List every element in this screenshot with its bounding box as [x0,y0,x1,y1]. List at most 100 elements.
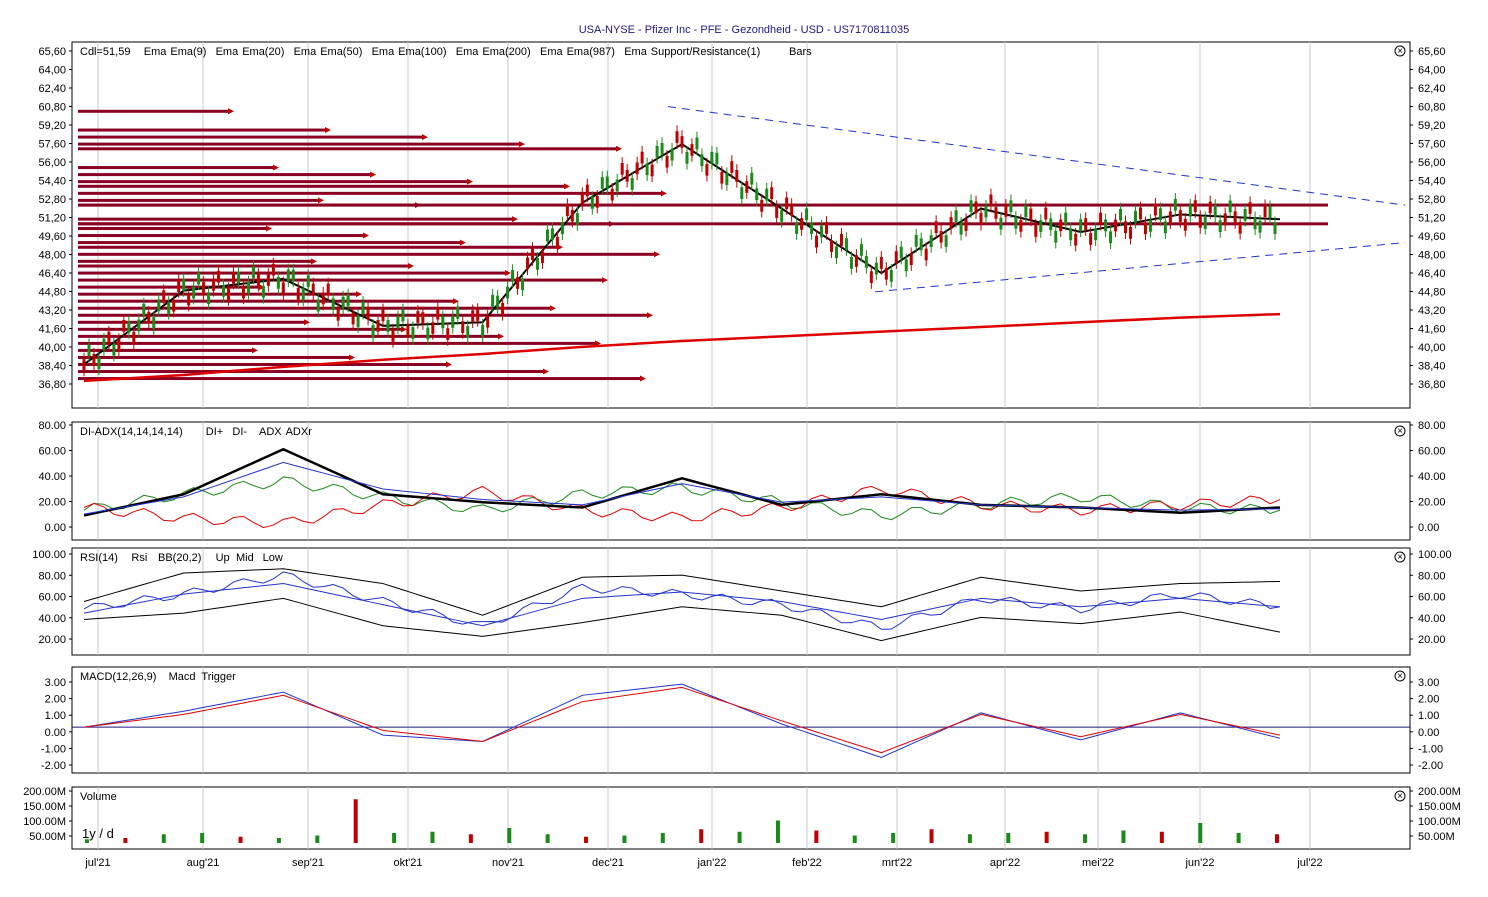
candle-body [177,280,181,293]
x-axis-label: apr'22 [990,857,1020,869]
candle-body [924,248,928,261]
candle-body [700,154,704,167]
candle-body [1069,228,1073,241]
candle-body [984,205,988,218]
close-icon[interactable] [1394,790,1406,802]
candle-body [1253,217,1257,230]
candle-body [261,285,265,298]
candle-body [281,282,285,295]
candle-body [511,270,515,282]
sr-bar [78,285,259,289]
candle-body [122,320,126,332]
y-tick-right: 200.00M [1418,786,1461,798]
candle-body [849,256,853,269]
candle-body [755,188,759,201]
candle-body [426,327,430,340]
y-tick-left: -1.00 [41,743,66,755]
candle-body [690,144,694,156]
candle-body [645,163,649,176]
y-tick-left: 54,40 [38,176,66,188]
candle-body [1258,220,1262,233]
candle-body [765,188,769,201]
candle-body [979,212,983,225]
candle-body [595,195,599,208]
candle-body [884,267,888,280]
legend-price-item: Ema [372,46,396,58]
candle-body [451,316,455,328]
candle-body [590,197,594,209]
sr-bar [78,184,564,188]
close-icon[interactable] [1394,425,1406,437]
sr-bar [78,245,557,249]
candle-body [1074,233,1078,246]
x-axis-label: jul'22 [1296,857,1322,869]
legend-rsi-item: Mid [236,552,254,564]
chart-title: USA-NYSE - Pfizer Inc - PFE - Gezondheid… [578,24,910,36]
candle-body [391,330,395,342]
candle-body [441,316,445,329]
candle-body [286,269,290,282]
close-icon[interactable] [1394,670,1406,682]
volume-bar [852,835,857,843]
series-trigger-line [83,686,1281,754]
candle-body [1153,203,1157,216]
y-tick-right: 40.00 [1418,613,1446,625]
candle-body [516,277,520,289]
candle-body [670,148,674,161]
candle-body [1168,211,1172,224]
sr-arrow [654,251,660,258]
candle-body [994,207,998,219]
candle-body [461,321,465,333]
candle-body [1243,209,1247,221]
y-tick-left: 49,60 [38,231,66,243]
volume-bar [622,835,627,843]
candle-body [1084,218,1088,230]
close-icon[interactable] [1394,551,1406,563]
candle-body [1238,221,1242,234]
x-axis-label: aug'21 [187,857,220,869]
series-di+-line [83,476,1281,521]
close-icon-glyph: × [1397,46,1403,57]
y-tick-right: 64,00 [1418,65,1446,77]
sr-bar [78,362,446,366]
y-tick-left: 80.00 [38,420,66,432]
candle-body [939,230,943,243]
volume-bar [200,833,205,843]
legend-adx-item: ADXr [286,426,313,438]
sr-arrow [467,178,473,185]
candle-body [1029,208,1033,221]
candle-body [311,283,315,296]
y-tick-left: 60.00 [38,446,66,458]
y-tick-right: 49,60 [1418,231,1446,243]
candle-body [496,295,500,308]
candle-body [401,309,405,322]
legend-price-item: Ema(9) [170,46,206,58]
candle-body [1109,231,1113,244]
volume-bar [468,834,473,843]
candle-body [501,302,505,315]
x-axis-label: mei'22 [1082,857,1114,869]
candle-body [1089,233,1093,245]
legend-price-item: Cdl=51,59 [80,46,130,58]
volume-bar [507,828,512,843]
y-tick-left: 100.00 [32,549,66,561]
candle-body [251,266,255,279]
legend-rsi-item: Rsi [131,552,147,564]
candle-body [276,277,280,289]
candle-body [869,271,873,284]
y-tick-right: 40,00 [1418,342,1446,354]
y-tick-left: 60.00 [38,592,66,604]
close-icon[interactable] [1394,45,1406,57]
candle-body [1228,200,1232,213]
y-tick-right: 51,20 [1418,213,1446,225]
candle-body [1054,230,1058,243]
y-tick-left: 1.00 [45,710,66,722]
candle-body [197,272,201,285]
candle-body [944,235,948,247]
volume-bar [660,833,665,843]
legend-price-item: Ema [216,46,240,58]
panel-macd [71,666,1411,774]
candle-body [316,299,320,312]
candle-body [346,294,350,307]
candle-body [1248,202,1252,214]
